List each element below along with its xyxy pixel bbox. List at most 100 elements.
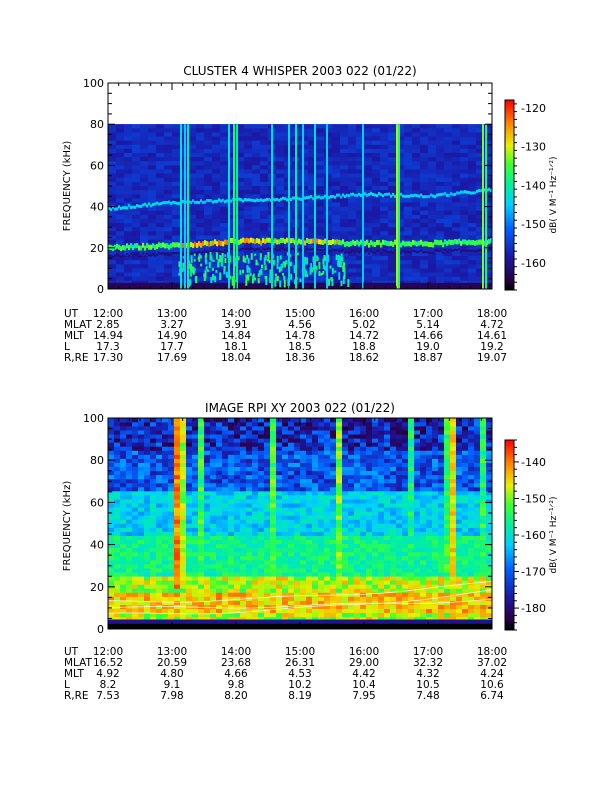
ephemeris-row-label: MLT (64, 668, 84, 680)
ephemeris-value: 4.66 (224, 668, 248, 680)
y-tick-label: 0 (97, 283, 104, 296)
y-tick-label: 20 (90, 581, 104, 594)
panel-cluster-whisper: CLUSTER 4 WHISPER 2003 022 (01/22) FREQU… (62, 64, 559, 364)
ephemeris-row-label: MLT (64, 330, 84, 342)
ephemeris-value: 29.00 (349, 657, 379, 669)
colorbar-tick-label: -140 (521, 456, 546, 469)
ephemeris-row-label: R,RE (64, 690, 89, 702)
ephemeris-value: 12:00 (93, 646, 123, 658)
ephemeris-value: 18.8 (352, 341, 375, 353)
ephemeris-value: 13:00 (157, 308, 187, 320)
ephemeris-value: 17.30 (93, 352, 123, 364)
ephemeris-value: 32.32 (413, 657, 443, 669)
ephemeris-value: 10.5 (416, 679, 439, 691)
ephemeris-value: 20.59 (157, 657, 187, 669)
ephemeris-value: 14:00 (221, 646, 251, 658)
ephemeris-value: 8.19 (288, 690, 311, 702)
ephemeris-value: 10.4 (352, 679, 376, 691)
axes-cluster: 0 20 40 60 80 100 (83, 77, 493, 296)
broadband-burst (398, 124, 400, 289)
ephemeris-value: 9.1 (164, 679, 181, 691)
colorbar-tick-label: -160 (521, 257, 546, 270)
ephemeris-value: 14.94 (93, 330, 123, 342)
axes-image: 0 20 40 60 80 100 (83, 412, 493, 636)
broadband-burst (228, 124, 230, 289)
ephemeris-value: 4.80 (160, 668, 183, 680)
ephemeris-value: 17.7 (160, 341, 183, 353)
broadband-burst (396, 124, 398, 289)
ephemeris-value: 18.1 (224, 341, 247, 353)
ephemeris-value: 14:00 (221, 308, 251, 320)
ephemeris-table-cluster: UT 12:00 13:00 14:00 15:00 16:00 17:00 18:00 MLA… (64, 308, 507, 364)
broadband-burst (295, 124, 297, 289)
ephemeris-row-label: MLAT (64, 657, 93, 669)
ephemeris-value: 17.69 (157, 352, 187, 364)
colorbar-label-image: dB( V M⁻¹ Hz⁻¹ᐟ²) (549, 496, 559, 573)
ephemeris-value: 14.72 (349, 330, 379, 342)
broadband-burst (271, 124, 273, 289)
broadband-burst (288, 124, 290, 289)
colorbar-tick-label: -120 (521, 102, 546, 115)
ephemeris-row-label: R,RE (64, 352, 89, 364)
ephemeris-value: 7.53 (96, 690, 119, 702)
resonance-trace (107, 581, 493, 603)
ephemeris-value: 37.02 (477, 657, 507, 669)
resonance-trace (107, 598, 493, 609)
colorbar-image: -140 -150 -160 -170 -180 (504, 439, 546, 631)
y-tick-label: 80 (90, 118, 104, 131)
ephemeris-value: 23.68 (221, 657, 251, 669)
broadband-burst (362, 124, 364, 289)
y-tick-label: 60 (90, 496, 104, 509)
broadband-burst (180, 124, 182, 289)
ephemeris-value: 17:00 (413, 308, 443, 320)
ephemeris-value: 14.84 (221, 330, 251, 342)
y-tick-label: 40 (90, 539, 104, 552)
ephemeris-value: 3.27 (160, 319, 183, 331)
ephemeris-value: 5.14 (416, 319, 440, 331)
ephemeris-value: 9.8 (228, 679, 245, 691)
ephemeris-value: 4.42 (352, 668, 375, 680)
y-tick-label: 0 (97, 623, 104, 636)
ephemeris-value: 7.48 (416, 690, 439, 702)
broadband-burst (302, 124, 304, 289)
ephemeris-value: 19.0 (416, 341, 439, 353)
broadband-burst (482, 124, 484, 289)
y-tick-label: 40 (90, 201, 104, 214)
ephemeris-value: 4.32 (416, 668, 439, 680)
ephemeris-row-label: L (64, 341, 70, 353)
ephemeris-value: 10.6 (480, 679, 504, 691)
ephemeris-value: 14.90 (157, 330, 187, 342)
ephemeris-value: 16:00 (349, 646, 379, 658)
ephemeris-value: 4.53 (288, 668, 311, 680)
ephemeris-value: 18.87 (413, 352, 443, 364)
ephemeris-table-image: UT 12:00 13:00 14:00 15:00 16:00 17:00 18:00 MLA… (64, 646, 507, 702)
colorbar-tick-label: -150 (521, 218, 546, 231)
colorbar-tick-label: -150 (521, 492, 546, 505)
colorbar-cluster: -120 -130 -140 -150 -160 (504, 99, 546, 291)
ephemeris-value: 14.78 (285, 330, 315, 342)
ephemeris-value: 3.91 (224, 319, 247, 331)
broadband-burst (187, 124, 189, 289)
broadband-burst (314, 124, 316, 289)
ephemeris-value: 15:00 (285, 646, 315, 658)
ephemeris-value: 7.95 (352, 690, 375, 702)
y-tick-label: 20 (90, 242, 104, 255)
panel-title-cluster: CLUSTER 4 WHISPER 2003 022 (01/22) (183, 64, 416, 78)
ephemeris-row-label: UT (64, 646, 79, 658)
ephemeris-value: 19.07 (477, 352, 507, 364)
ephemeris-value: 4.72 (480, 319, 503, 331)
ephemeris-value: 15:00 (285, 308, 315, 320)
ephemeris-value: 2.85 (96, 319, 119, 331)
ephemeris-value: 14.61 (477, 330, 507, 342)
ephemeris-value: 7.98 (160, 690, 183, 702)
spectrogram-image (107, 418, 493, 630)
colorbar-tick-label: -180 (521, 602, 546, 615)
ephemeris-value: 4.92 (96, 668, 119, 680)
broadband-burst (236, 124, 238, 289)
ephemeris-value: 26.31 (285, 657, 315, 669)
ephemeris-value: 13:00 (157, 646, 187, 658)
ephemeris-value: 18:00 (477, 646, 507, 658)
panel-image-rpi: IMAGE RPI XY 2003 022 (01/22) FREQUENCY … (62, 401, 559, 702)
ephemeris-value: 12:00 (93, 308, 123, 320)
ephemeris-value: 18.5 (288, 341, 311, 353)
